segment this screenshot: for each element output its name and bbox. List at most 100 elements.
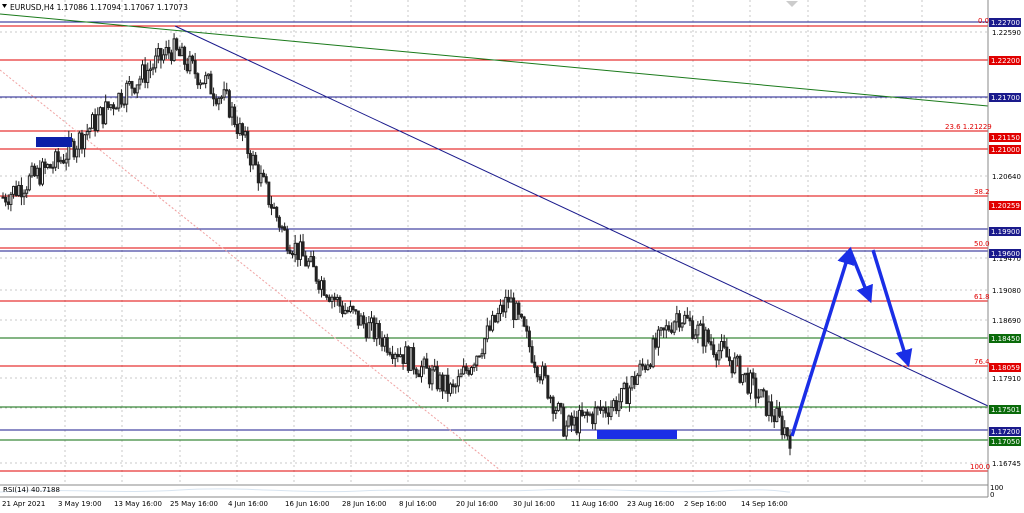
candle	[359, 313, 363, 326]
candle	[159, 47, 163, 69]
candle	[664, 319, 668, 338]
candle	[675, 305, 679, 331]
candle	[106, 101, 110, 110]
candle	[617, 393, 621, 417]
candle	[527, 326, 531, 353]
price-tag-label: 1.18059	[991, 364, 1020, 372]
time-label: 16 Jun 16:00	[285, 500, 329, 508]
price-label: 1.17910	[992, 375, 1021, 383]
candle	[472, 362, 476, 372]
rsi-label: RSI(14) 40.7188	[3, 486, 60, 494]
candle	[770, 394, 774, 423]
candle	[235, 116, 239, 139]
candle	[604, 401, 608, 418]
candle	[238, 117, 242, 136]
candle	[725, 338, 729, 358]
candle	[443, 374, 447, 394]
price-tag: 1.21700	[989, 93, 1021, 102]
price-tag-label: 1.22200	[991, 57, 1020, 65]
fib-level-label: 100.0	[970, 463, 990, 471]
time-label: 23 Aug 16:00	[627, 500, 674, 508]
candle	[462, 358, 466, 375]
candle	[517, 300, 521, 321]
candle	[756, 388, 760, 404]
candle	[567, 414, 571, 428]
candle	[35, 165, 39, 179]
scroll-shift-icon[interactable]	[786, 1, 798, 7]
candle	[222, 81, 226, 101]
candle	[27, 173, 31, 192]
candle	[85, 123, 89, 140]
candle	[727, 348, 731, 367]
candle	[214, 94, 218, 107]
candle	[377, 320, 381, 345]
candle	[206, 73, 210, 80]
candle	[233, 104, 237, 128]
time-label: 13 May 16:00	[114, 500, 162, 508]
candle	[535, 365, 539, 383]
price-label: 1.22590	[992, 29, 1021, 37]
candle	[169, 49, 173, 65]
candle	[754, 372, 758, 407]
candle	[720, 334, 724, 359]
candle	[685, 307, 689, 319]
price-tag: 1.21150	[989, 133, 1021, 142]
candle	[733, 352, 737, 375]
fib-level-label: 76.4	[974, 358, 990, 366]
candle	[546, 374, 550, 400]
candle	[693, 328, 697, 340]
candle	[667, 321, 671, 332]
candle	[764, 390, 768, 417]
candle	[564, 420, 568, 440]
candle	[596, 405, 600, 416]
candle	[88, 127, 92, 139]
candle	[225, 82, 229, 95]
symbol-header: EURUSD,H4 1.17086 1.17094 1.17067 1.1707…	[10, 3, 188, 12]
rsi-axis-top: 100	[990, 484, 1003, 492]
triangle-down-icon[interactable]	[2, 4, 7, 8]
candle	[506, 289, 510, 309]
candle	[164, 40, 168, 60]
candle	[541, 361, 545, 385]
candle	[556, 401, 560, 412]
candle	[672, 320, 676, 336]
candle	[280, 224, 284, 233]
candle	[48, 163, 52, 169]
candle	[446, 368, 450, 402]
candle	[314, 265, 318, 284]
candle	[583, 411, 587, 419]
candle	[559, 402, 563, 415]
candle	[635, 372, 639, 385]
candle	[309, 251, 313, 263]
candle	[298, 234, 302, 266]
candle	[127, 75, 131, 86]
candle	[98, 106, 102, 116]
candle	[104, 94, 108, 125]
candle	[622, 381, 626, 390]
candle	[659, 326, 663, 337]
candle	[185, 57, 189, 74]
candle	[356, 310, 360, 329]
candle	[701, 315, 705, 354]
candle	[680, 322, 684, 332]
candle	[9, 191, 13, 212]
candle	[96, 107, 100, 133]
candle	[522, 315, 526, 328]
price-tag: 1.22200	[989, 56, 1021, 65]
candle	[167, 39, 171, 60]
price-tag-label: 1.19600	[991, 250, 1020, 258]
fib-level-label: 0.0	[978, 17, 989, 25]
candle	[714, 352, 718, 368]
candle	[762, 387, 766, 398]
candle	[191, 54, 195, 64]
candle	[656, 325, 660, 356]
candle	[293, 234, 297, 263]
candle	[543, 363, 547, 379]
rsi-line	[0, 488, 791, 493]
candle	[19, 177, 23, 206]
candle	[530, 340, 534, 364]
candle	[12, 185, 16, 199]
price-label: 1.16745	[992, 460, 1021, 468]
